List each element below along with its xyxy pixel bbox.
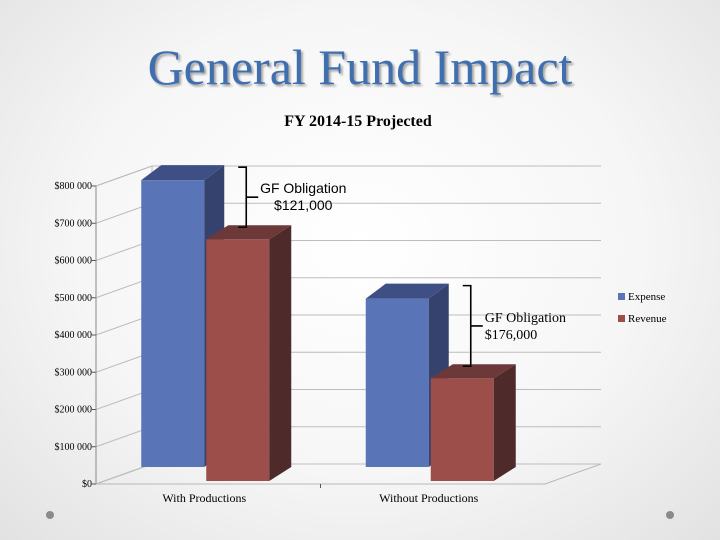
bar-front-face — [430, 378, 494, 481]
legend-swatch — [618, 293, 625, 300]
bar-side-face — [269, 225, 292, 481]
y-tick-label: $200 000 — [55, 405, 93, 416]
chart-legend: Expense Revenue — [618, 291, 667, 325]
bar-top-face — [141, 165, 225, 181]
bar-expense-2 — [365, 283, 449, 467]
bar-top-face — [430, 364, 516, 379]
bar-revenue-1 — [206, 225, 292, 481]
chart-bars — [141, 165, 516, 481]
obligation-label: $121,000 — [274, 197, 333, 213]
legend-label: Revenue — [628, 313, 667, 325]
legend-label: Expense — [628, 291, 665, 303]
y-tick-label: $300 000 — [55, 367, 93, 378]
bar-revenue-2 — [430, 364, 516, 481]
bar-side-face — [493, 364, 516, 481]
legend-swatch — [618, 315, 625, 322]
bar-front-face — [141, 180, 205, 468]
bar-front-face — [365, 298, 429, 467]
obligation-label: GF Obligation — [260, 180, 346, 196]
y-tick-label: $800 000 — [55, 181, 93, 192]
obligation-label: $176,000 — [485, 328, 538, 343]
y-tick-label: $600 000 — [55, 256, 93, 267]
chart-title: FY 2014-15 Projected — [284, 113, 432, 130]
x-tick-label: Without Productions — [379, 491, 479, 505]
obligation-label: GF Obligation — [485, 311, 566, 326]
gridline — [95, 165, 601, 187]
x-tick-label: With Productions — [162, 491, 246, 505]
obligation-bracket — [238, 166, 259, 229]
bar-top-face — [365, 283, 449, 299]
y-tick-label: $400 000 — [55, 330, 93, 341]
bar-front-face — [206, 239, 270, 481]
y-tick-label: $100 000 — [55, 442, 93, 453]
bar-top-face — [206, 225, 292, 240]
slide-corner-dot-bottom-right — [666, 511, 674, 519]
chart-axes: $0 $100 000 $200 000 $300 000 $400 000 $500 0… — [55, 181, 479, 505]
obligation-bracket — [462, 284, 483, 367]
slide-title: General Fund Impact — [147, 39, 573, 95]
slide-corner-dot-bottom-left — [46, 511, 54, 519]
y-tick-label: $500 000 — [55, 293, 93, 304]
y-tick-label: $700 000 — [55, 218, 93, 229]
y-tick-label: $0 — [82, 479, 92, 490]
